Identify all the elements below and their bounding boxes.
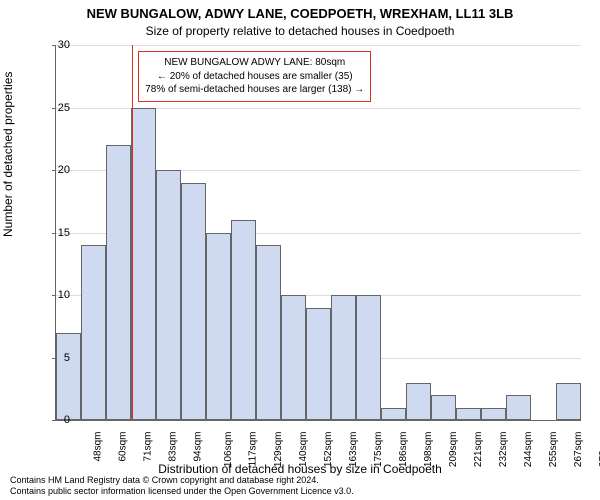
annotation-box: NEW BUNGALOW ADWY LANE: 80sqm ← 20% of d…: [138, 51, 371, 102]
ytick-label: 0: [50, 414, 70, 426]
xtick-label: 267sqm: [573, 432, 584, 468]
histogram-bar: [81, 245, 106, 420]
histogram-bar: [181, 183, 206, 421]
xtick-label: 129sqm: [273, 432, 284, 468]
histogram-bar: [481, 408, 506, 421]
gridline: [56, 45, 581, 46]
ytick-label: 25: [50, 102, 70, 114]
xtick-label: 163sqm: [348, 432, 359, 468]
xtick-label: 106sqm: [223, 432, 234, 468]
reference-line: [132, 45, 133, 420]
footer-attribution: Contains HM Land Registry data © Crown c…: [10, 475, 354, 498]
histogram-bar: [106, 145, 131, 420]
xtick-label: 60sqm: [117, 432, 128, 462]
xtick-label: 255sqm: [548, 432, 559, 468]
histogram-bar: [256, 245, 281, 420]
xtick-label: 175sqm: [373, 432, 384, 468]
xtick-label: 48sqm: [92, 432, 103, 462]
histogram-bar: [231, 220, 256, 420]
annotation-line-2: ← 20% of detached houses are smaller (35…: [145, 70, 364, 84]
ytick-label: 30: [50, 39, 70, 51]
chart-title-main: NEW BUNGALOW, ADWY LANE, COEDPOETH, WREX…: [0, 6, 600, 21]
histogram-bar: [156, 170, 181, 420]
histogram-bar: [206, 233, 231, 421]
xtick-label: 244sqm: [523, 432, 534, 468]
xtick-label: 71sqm: [142, 432, 153, 462]
ytick-label: 5: [50, 352, 70, 364]
ytick-label: 15: [50, 227, 70, 239]
xtick-label: 186sqm: [398, 432, 409, 468]
histogram-bar: [331, 295, 356, 420]
y-axis-label: Number of detached properties: [1, 72, 15, 237]
ytick-label: 20: [50, 164, 70, 176]
chart-title-sub: Size of property relative to detached ho…: [0, 24, 600, 38]
xtick-label: 209sqm: [448, 432, 459, 468]
xtick-label: 117sqm: [247, 432, 258, 467]
histogram-bar: [556, 383, 581, 421]
footer-line-2: Contains public sector information licen…: [10, 486, 354, 497]
histogram-bar: [456, 408, 481, 421]
histogram-bar: [381, 408, 406, 421]
annotation-line-3: 78% of semi-detached houses are larger (…: [145, 83, 364, 97]
xtick-label: 152sqm: [323, 432, 334, 468]
plot-area: NEW BUNGALOW ADWY LANE: 80sqm ← 20% of d…: [55, 45, 581, 421]
xtick-label: 198sqm: [423, 432, 434, 468]
histogram-bar: [56, 333, 81, 421]
histogram-bar: [406, 383, 431, 421]
histogram-bar: [506, 395, 531, 420]
xtick-label: 83sqm: [167, 432, 178, 462]
ytick-label: 10: [50, 289, 70, 301]
xtick-label: 221sqm: [473, 432, 484, 468]
histogram-bar: [281, 295, 306, 420]
histogram-bar: [431, 395, 456, 420]
xtick-label: 232sqm: [498, 432, 509, 468]
xtick-label: 94sqm: [192, 432, 203, 462]
footer-line-1: Contains HM Land Registry data © Crown c…: [10, 475, 354, 486]
histogram-bar: [306, 308, 331, 421]
histogram-chart: NEW BUNGALOW, ADWY LANE, COEDPOETH, WREX…: [0, 0, 600, 500]
xtick-label: 140sqm: [298, 432, 309, 468]
annotation-line-1: NEW BUNGALOW ADWY LANE: 80sqm: [145, 56, 364, 70]
histogram-bar: [356, 295, 381, 420]
histogram-bar: [131, 108, 156, 421]
